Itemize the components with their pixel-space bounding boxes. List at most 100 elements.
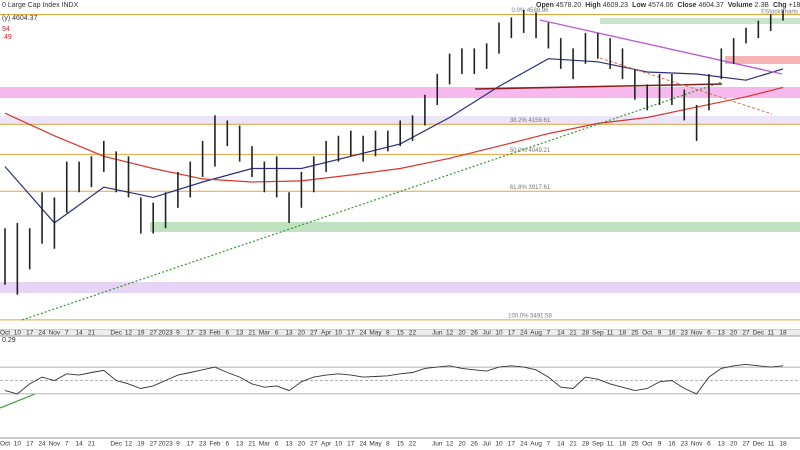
- x-tick-label: 15: [397, 330, 405, 337]
- x-tick-label: Feb: [209, 330, 221, 337]
- x-tick-label: 19: [137, 441, 145, 448]
- quote-label: Low: [632, 2, 647, 9]
- x-tick-label: 26: [471, 330, 479, 337]
- fib-label: 0.0% 4588.96: [511, 8, 549, 14]
- x-tick-label: Sep: [592, 441, 604, 448]
- trendline: [599, 57, 773, 115]
- quote-group: Open 4578.20 High 4609.23 Low 4574.06 Close 460…: [536, 2, 800, 9]
- x-tick-label: 6: [707, 441, 711, 448]
- x-tick-label: 24: [360, 441, 368, 448]
- x-tick-label: 16: [668, 441, 676, 448]
- x-tick-label: 10: [335, 441, 343, 448]
- x-tick-label: 20: [298, 441, 306, 448]
- x-tick-label: 21: [88, 330, 96, 337]
- last-price: (y) 4604.37: [2, 15, 38, 22]
- x-tick-label: 9: [658, 441, 662, 448]
- x-tick-label: 17: [26, 441, 34, 448]
- x-tick-label: 12: [446, 330, 454, 337]
- bars-group: [4, 10, 784, 295]
- x-tick-label: 23: [681, 330, 689, 337]
- x-tick-label: 12: [446, 441, 454, 448]
- x-axis: Oct Oct 10 10 17 17 24 24 Nov Nov 7 7 14 14 21 21 Dec Dec…: [0, 330, 787, 448]
- x-tick-label: 6: [275, 441, 279, 448]
- x-tick-label: 11: [767, 330, 774, 337]
- x-tick-label: 17: [187, 330, 195, 337]
- x-tick-label: 6: [707, 330, 711, 337]
- x-tick-label: 13: [285, 441, 293, 448]
- x-tick-label: Apr: [321, 441, 332, 448]
- x-tick-label: 12: [125, 441, 133, 448]
- x-tick-label: 21: [248, 441, 256, 448]
- x-tick-label: Nov: [49, 330, 61, 337]
- x-tick-label: Mar: [259, 441, 271, 448]
- x-tick-label: 10: [14, 441, 22, 448]
- x-tick-label: Oct: [642, 330, 652, 337]
- x-tick-label: 8: [386, 330, 390, 337]
- x-tick-label: 28: [582, 330, 590, 337]
- x-tick-label: Oct: [0, 330, 10, 337]
- x-tick-label: Dec: [110, 441, 122, 448]
- fib-label: 61.8% 3917.61: [510, 185, 551, 191]
- x-tick-label: 21: [88, 441, 96, 448]
- x-tick-label: Jun: [432, 441, 443, 448]
- legend-fragment: 94: [2, 26, 10, 33]
- x-tick-label: 23: [199, 441, 207, 448]
- trendline: [539, 19, 783, 75]
- x-tick-label: 13: [236, 441, 244, 448]
- x-tick-label: 14: [75, 441, 83, 448]
- x-tick-label: 14: [557, 330, 565, 337]
- x-tick-label: 18: [619, 330, 627, 337]
- trendline: [21, 81, 723, 321]
- x-tick-label: 18: [779, 441, 787, 448]
- x-tick-label: 24: [360, 330, 368, 337]
- chart-title: 0 Large Cap Index INDX: [2, 2, 79, 9]
- quote-label: High: [585, 2, 601, 9]
- x-tick-label: 16: [668, 330, 676, 337]
- x-tick-label: 18: [779, 330, 787, 337]
- quote-value: 4604.37: [698, 2, 723, 9]
- fib-label: 100.0% 3491.58: [508, 313, 552, 319]
- x-tick-label: 13: [236, 330, 244, 337]
- quote-label: Close: [677, 2, 696, 9]
- x-tick-label: 17: [347, 441, 355, 448]
- x-tick-label: 17: [26, 330, 34, 337]
- x-tick-label: 27: [150, 330, 158, 337]
- x-tick-label: 17: [347, 330, 355, 337]
- x-tick-label: 7: [547, 441, 551, 448]
- x-tick-label: 9: [658, 330, 662, 337]
- x-tick-label: 14: [557, 441, 565, 448]
- watermark: ©StockCharts: [761, 9, 798, 16]
- x-tick-label: Aug: [530, 441, 542, 448]
- x-tick-label: 2023: [158, 330, 173, 337]
- moving-average: [4, 86, 784, 183]
- x-tick-label: Apr: [321, 330, 332, 337]
- x-tick-label: 19: [137, 330, 145, 337]
- x-tick-label: 6: [275, 330, 279, 337]
- x-tick-label: 17: [187, 441, 195, 448]
- x-tick-label: Nov: [691, 441, 703, 448]
- x-tick-label: 10: [14, 330, 22, 337]
- quote-value: 4609.23: [603, 2, 628, 9]
- resistance-zone: [600, 18, 800, 24]
- x-tick-label: 8: [386, 441, 390, 448]
- fib-label: 50.0% 4049.21: [510, 148, 551, 154]
- x-tick-label: 11: [607, 441, 614, 448]
- x-tick-label: 10: [495, 441, 503, 448]
- legend-fragment: .49: [2, 34, 12, 41]
- x-tick-label: 11: [607, 330, 614, 337]
- x-tick-label: Dec: [753, 441, 765, 448]
- x-tick-label: 20: [458, 441, 466, 448]
- x-tick-label: 25: [631, 441, 639, 448]
- rsi-trendline: [0, 393, 36, 409]
- x-tick-label: 22: [409, 330, 417, 337]
- x-tick-label: 26: [471, 441, 479, 448]
- x-tick-label: 15: [397, 441, 405, 448]
- x-tick-label: 24: [520, 441, 528, 448]
- x-tick-label: 7: [65, 441, 69, 448]
- gap-zone: [725, 56, 800, 64]
- x-tick-label: 23: [681, 441, 689, 448]
- quote-value: 4578.20: [556, 2, 581, 9]
- x-tick-label: 2023: [158, 441, 173, 448]
- x-tick-label: 21: [569, 441, 577, 448]
- x-tick-label: Jun: [432, 330, 443, 337]
